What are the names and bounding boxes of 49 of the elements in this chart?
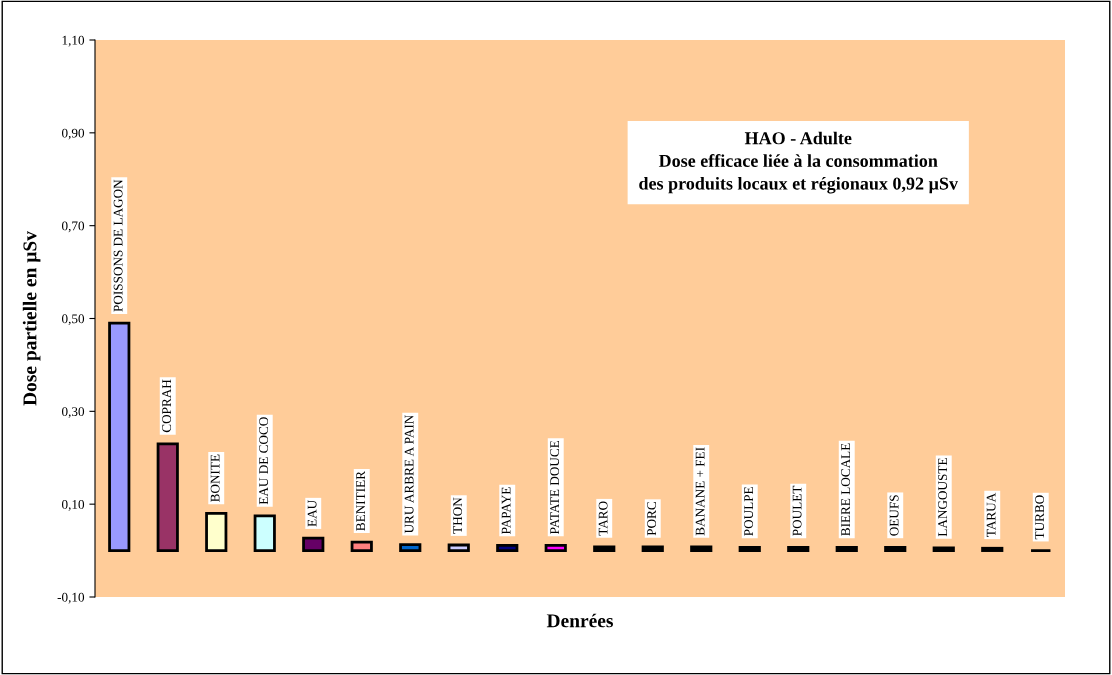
x-tick-label: URU ARBRE A PAIN	[404, 415, 414, 534]
bar	[496, 544, 519, 552]
bar	[787, 545, 810, 552]
x-tick-label: PAPAYE	[501, 487, 511, 534]
bar	[302, 536, 325, 552]
x-tick-label: EAU DE COCO	[259, 417, 269, 505]
x-tick-label: BENITIER	[356, 471, 365, 531]
x-tick-label: PORC	[647, 502, 657, 536]
x-tick-label: OEUFS	[889, 495, 899, 536]
bar	[641, 545, 664, 552]
x-tick-label: BANANE + FEI	[695, 447, 705, 536]
bar	[981, 546, 1004, 552]
x-tick-label: POULPE	[744, 487, 754, 536]
bar	[932, 546, 955, 552]
y-tick-label: 0,50	[62, 314, 85, 326]
x-tick-label: TURBO	[1035, 495, 1045, 540]
bar	[205, 512, 228, 552]
x-tick-label: TARUA	[986, 492, 996, 537]
bar	[835, 545, 858, 552]
bar	[253, 514, 276, 552]
text: HAO - Adulte Dose efficace liée à la consommation des produits locaux et régionaux 0,92 µSv	[639, 131, 959, 194]
y-tick-label: 0,90	[62, 128, 85, 140]
x-axis-title: Denrées	[546, 613, 613, 628]
bar	[884, 545, 907, 552]
x-tick-label: LANGOUSTE	[938, 458, 948, 537]
x-tick-label: THON	[453, 497, 463, 534]
x-tick-label: COPRAH	[162, 379, 172, 433]
bar	[399, 543, 422, 552]
bar	[738, 545, 761, 552]
x-tick-label: POULET	[792, 485, 802, 536]
bar	[108, 321, 131, 552]
x-tick-label: PATATE DOUCE	[550, 440, 560, 534]
bar	[593, 545, 616, 552]
y-axis-title: Dose partielle en µSv	[22, 231, 41, 406]
x-tick-label: BONITE	[210, 454, 220, 502]
x-tick-label: BIERE LOCALE	[841, 443, 851, 536]
y-tick-label: 1,10	[62, 35, 85, 47]
bar	[447, 543, 470, 552]
bar	[156, 442, 179, 552]
bar	[544, 544, 567, 552]
y-tick-label: 0,70	[62, 221, 85, 233]
x-tick-label: TARO	[598, 501, 608, 536]
x-tick-label: EAU	[307, 500, 317, 527]
bar	[350, 540, 373, 552]
y-tick-label: -0,10	[57, 592, 85, 604]
x-tick-label: POISSONS DE LAGON	[113, 179, 123, 312]
bar	[690, 545, 713, 552]
y-tick-label: 0,30	[62, 407, 85, 418]
y-tick-label: 0,10	[62, 499, 85, 511]
